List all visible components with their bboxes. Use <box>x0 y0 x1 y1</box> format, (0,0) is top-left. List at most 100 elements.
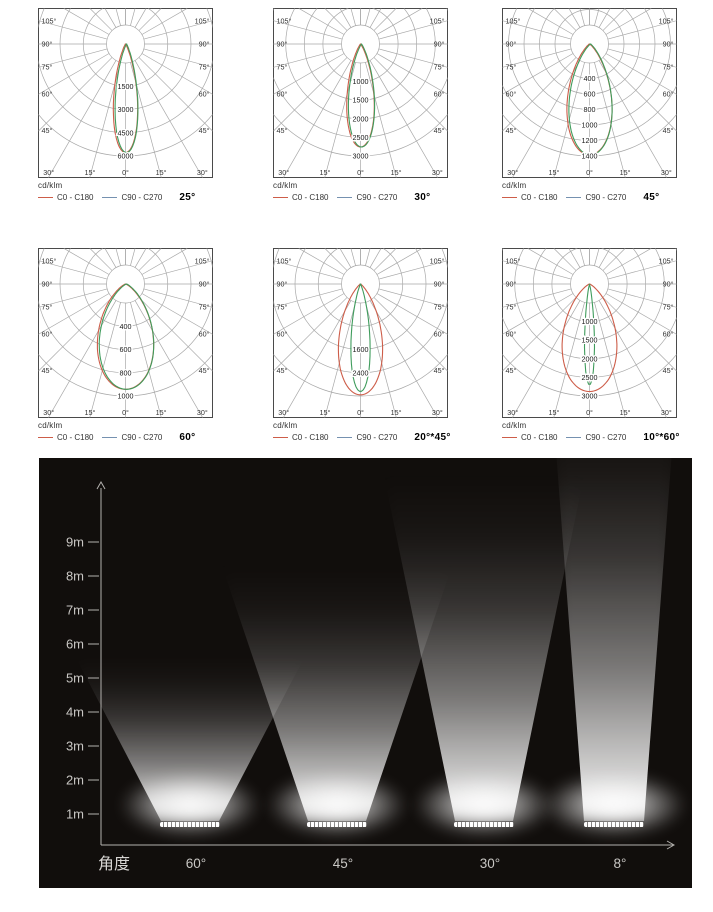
height-tick-label: 2m <box>66 773 84 788</box>
legend-item-c0-c180: C0 - C180 <box>38 193 93 202</box>
angle-tick-bottom: 30° <box>278 168 289 177</box>
angle-tick-side: 60° <box>199 329 210 338</box>
legend-line-swatch <box>502 437 517 438</box>
ring-value-label: 3000 <box>118 105 134 114</box>
angle-tick-side: 60° <box>506 329 517 338</box>
angle-tick-bottom: 15° <box>548 168 559 177</box>
angle-tick-bottom: 15° <box>620 168 631 177</box>
angle-tick-side: 75° <box>434 303 445 312</box>
legend-item-c90-c270: C90 - C270 <box>337 193 397 202</box>
height-tick-label: 7m <box>66 603 84 618</box>
legend-line-swatch <box>566 197 582 198</box>
legend-item-c90-c270: C90 - C270 <box>102 433 162 442</box>
polar-chart-5: 1600 2400 105° 105° 90° 90° 75° 75° 60° 60° 45° 45°… <box>273 248 450 443</box>
angle-tick-side: 105° <box>430 16 445 25</box>
legend-item-c0-c180: C0 - C180 <box>502 433 557 442</box>
beam-angle-label: 25° <box>179 192 196 203</box>
angle-tick-side: 75° <box>199 303 210 312</box>
legend-row: C0 - C180 C90 - C270 10°*60° <box>502 432 680 443</box>
ring-value-label: 4500 <box>118 128 134 137</box>
angle-tick-bottom: 30° <box>43 408 54 417</box>
legend-line-swatch <box>102 437 118 438</box>
curve-c0-c180 <box>337 283 384 396</box>
angle-tick-side: 75° <box>42 63 53 72</box>
angle-tick-bottom: 30° <box>661 168 672 177</box>
polar-grid: 1500 3000 4500 6000 105° 105° 90° 90° 75° 75° 60° 6… <box>38 8 213 178</box>
legend-unit-label: cd/klm <box>502 181 527 190</box>
angle-tick-side: 75° <box>506 63 517 72</box>
angle-tick-bottom: 15° <box>84 168 95 177</box>
polar-grid: 1000 1500 2000 2500 3000 105° 105° 90° 90° 75° 75°… <box>502 248 677 418</box>
angle-tick-bottom: 15° <box>84 408 95 417</box>
angle-tick-side: 60° <box>663 329 674 338</box>
angle-tick-bottom: 30° <box>197 168 208 177</box>
angle-tick-bottom: 30° <box>507 408 518 417</box>
angle-tick-side: 90° <box>42 280 53 289</box>
beam-angle-label: 10°*60° <box>643 432 680 443</box>
legend-line-swatch <box>273 197 288 198</box>
angle-tick-side: 45° <box>199 126 210 135</box>
polar-chart-6: 1000 1500 2000 2500 3000 105° 105° 90° 90° 75° 75°… <box>502 248 680 443</box>
angle-tick-side: 105° <box>42 16 57 25</box>
legend-series-label: C0 - C180 <box>521 433 558 442</box>
angle-tick-bottom: 30° <box>197 408 208 417</box>
angle-tick-side: 90° <box>434 40 445 49</box>
height-tick-label: 9m <box>66 535 84 550</box>
ring-value-label: 600 <box>584 90 596 99</box>
legend-series-label: C0 - C180 <box>292 193 329 202</box>
angle-tick-bottom: 15° <box>548 408 559 417</box>
ring-value-label: 400 <box>120 322 132 331</box>
legend-item-c0-c180: C0 - C180 <box>273 433 328 442</box>
curve-c90-c270 <box>114 43 139 154</box>
light-fixture-bar <box>307 822 367 827</box>
legend-line-swatch <box>337 197 353 198</box>
ring-value-label: 1500 <box>118 82 134 91</box>
angle-tick-side: 45° <box>277 366 288 375</box>
angle-tick-bottom: 30° <box>43 168 54 177</box>
legend-series-label: C90 - C270 <box>585 193 627 202</box>
angle-tick-side: 90° <box>277 280 288 289</box>
beam-angle-label: 60° <box>179 432 196 443</box>
legend-series-label: C0 - C180 <box>57 433 94 442</box>
legend-unit-label: cd/klm <box>273 421 298 430</box>
angle-tick-bottom: 0° <box>357 168 364 177</box>
angle-tick-side: 60° <box>434 89 445 98</box>
angle-tick-bottom: 15° <box>620 408 631 417</box>
ring-value-label: 1000 <box>582 121 598 130</box>
angle-tick-side: 105° <box>277 256 292 265</box>
polar-grid: 400 600 800 1000 1200 1400 105° 105° 90° 90° 75° 75… <box>502 8 677 178</box>
light-fixture-bar <box>454 822 514 827</box>
angle-tick-side: 60° <box>663 89 674 98</box>
angle-tick-side: 45° <box>42 126 53 135</box>
legend-unit-label: cd/klm <box>273 181 298 190</box>
legend-series-label: C90 - C270 <box>356 193 398 202</box>
legend-series-label: C90 - C270 <box>121 193 163 202</box>
beam-angle-axis-label: 60° <box>186 856 206 871</box>
angle-tick-bottom: 15° <box>156 408 167 417</box>
legend-series-label: C0 - C180 <box>521 193 558 202</box>
ring-value-label: 6000 <box>118 152 134 161</box>
legend-unit-label: cd/klm <box>38 181 63 190</box>
angle-tick-side: 75° <box>277 63 288 72</box>
angle-tick-side: 45° <box>506 126 517 135</box>
angle-tick-bottom: 30° <box>432 408 443 417</box>
angle-tick-side: 45° <box>434 126 445 135</box>
curve-c90-c270 <box>347 43 376 148</box>
angle-tick-bottom: 15° <box>319 168 330 177</box>
polar-grid: 400 600 800 1000 105° 105° 90° 90° 75° 75° 60° 60° 4… <box>38 248 213 418</box>
angle-tick-side: 45° <box>434 366 445 375</box>
angle-tick-bottom: 30° <box>507 168 518 177</box>
angle-tick-side: 90° <box>663 40 674 49</box>
ring-value-label: 1400 <box>582 152 598 161</box>
angle-tick-bottom: 30° <box>432 168 443 177</box>
angle-tick-side: 105° <box>195 256 210 265</box>
legend-row: C0 - C180 C90 - C270 20°*45° <box>273 432 450 443</box>
height-tick-label: 8m <box>66 569 84 584</box>
beam-angle-axis-label: 8° <box>614 856 627 871</box>
ring-value-label: 2400 <box>353 368 369 377</box>
curve-c0-c180 <box>561 283 618 393</box>
angle-tick-side: 45° <box>277 126 288 135</box>
ring-value-label: 1000 <box>582 317 598 326</box>
angle-tick-side: 75° <box>434 63 445 72</box>
polar-chart-4: 400 600 800 1000 105° 105° 90° 90° 75° 75° 60° 60° 4… <box>38 248 213 443</box>
